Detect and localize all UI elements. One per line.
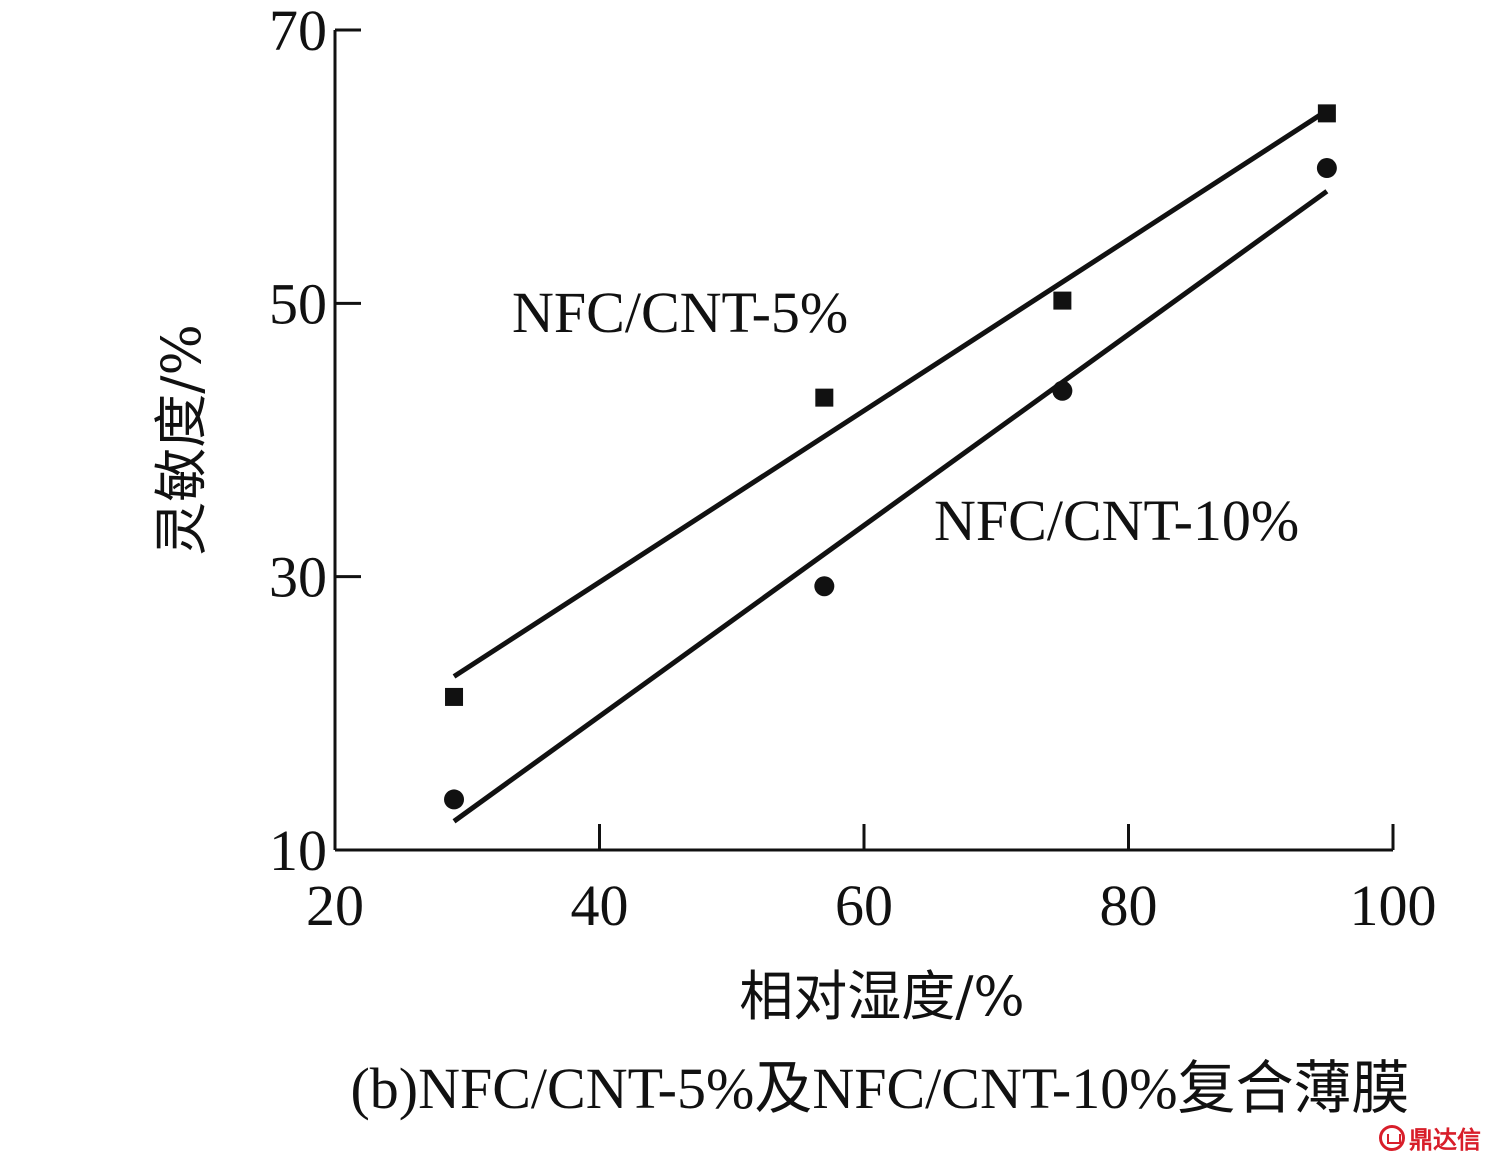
y-axis-title: 灵敏度/%	[150, 324, 213, 556]
fit-line-series-1	[452, 189, 1329, 824]
square-point	[445, 687, 464, 706]
fit-lines	[452, 108, 1329, 824]
y-tick-label: 10	[269, 818, 327, 883]
fit-line-series-0	[452, 108, 1329, 679]
x-axis-title: 相对湿度/%	[739, 965, 1025, 1028]
square-point	[1053, 291, 1072, 310]
circle-point	[814, 576, 835, 597]
x-tick-label: 100	[1350, 873, 1437, 938]
y-tick-label: 50	[269, 271, 327, 336]
circle-point	[444, 789, 465, 810]
circle-point	[1052, 380, 1073, 401]
circle-point	[1316, 158, 1337, 179]
ticks: 10 30 50 70 20 40 60 80 100	[269, 0, 1437, 938]
square-point	[1317, 104, 1336, 123]
watermark: 鼎达信	[1379, 1120, 1481, 1155]
data-points	[444, 104, 1337, 810]
x-tick-label: 20	[306, 873, 364, 938]
series-label-5: NFC/CNT-5%	[512, 280, 848, 345]
watermark-logo-icon	[1379, 1124, 1405, 1151]
x-tick-label: 60	[835, 873, 893, 938]
x-tick-label: 40	[571, 873, 629, 938]
y-tick-label: 70	[269, 0, 327, 63]
x-tick-label: 80	[1100, 873, 1158, 938]
square-point	[815, 388, 834, 407]
series-label-10: NFC/CNT-10%	[934, 488, 1299, 553]
figure-caption: (b)NFC/CNT-5%及NFC/CNT-10%复合薄膜	[350, 1056, 1409, 1121]
y-tick-label: 30	[269, 545, 327, 610]
axes	[333, 30, 1393, 852]
watermark-text: 鼎达信	[1409, 1126, 1481, 1154]
